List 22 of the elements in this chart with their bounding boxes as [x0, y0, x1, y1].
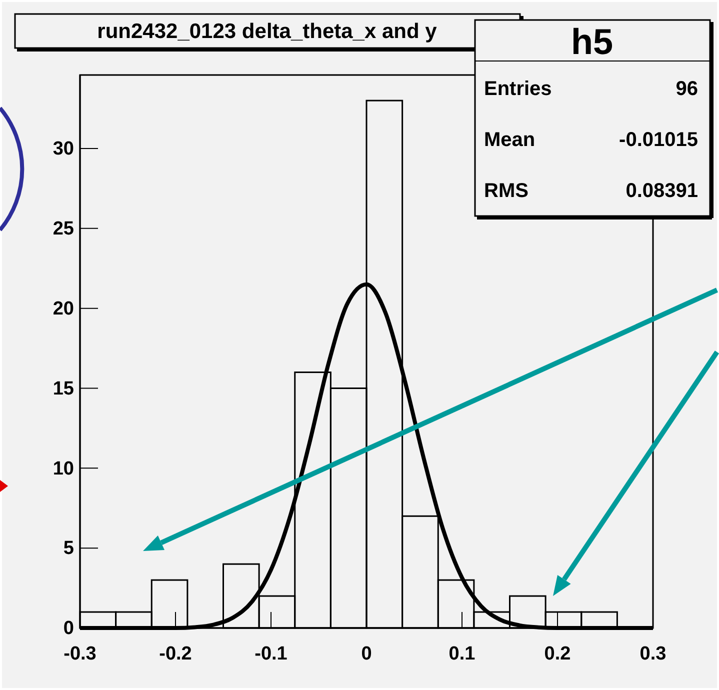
- x-tick-label: 0.3: [640, 644, 666, 664]
- x-tick-label: -0.2: [159, 644, 192, 664]
- y-tick-label: 5: [63, 538, 74, 560]
- y-tick-label: 20: [52, 298, 74, 320]
- x-tick-label: 0: [361, 644, 372, 664]
- annotation: -0.01015: [619, 129, 698, 151]
- y-tick-label: 10: [52, 458, 74, 480]
- chart-title: run2432_0123 delta_theta_x and y: [97, 20, 438, 43]
- y-tick-label: 15: [52, 378, 74, 400]
- y-tick-label: 0: [63, 618, 74, 640]
- annotation: Mean: [484, 129, 536, 151]
- x-tick-label: 0.2: [544, 644, 571, 664]
- annotation: RMS: [484, 180, 528, 202]
- text: h5: [570, 21, 614, 62]
- x-tick-label: -0.3: [64, 644, 96, 664]
- annotation: 0.08391: [626, 180, 698, 202]
- annotation: Entries: [484, 78, 552, 100]
- text: 96: [676, 78, 698, 100]
- x-tick-label: 0.1: [448, 644, 476, 664]
- x-tick-label: -0.1: [254, 644, 288, 664]
- y-tick-label: 30: [52, 138, 74, 160]
- y-tick-label: 25: [52, 218, 74, 240]
